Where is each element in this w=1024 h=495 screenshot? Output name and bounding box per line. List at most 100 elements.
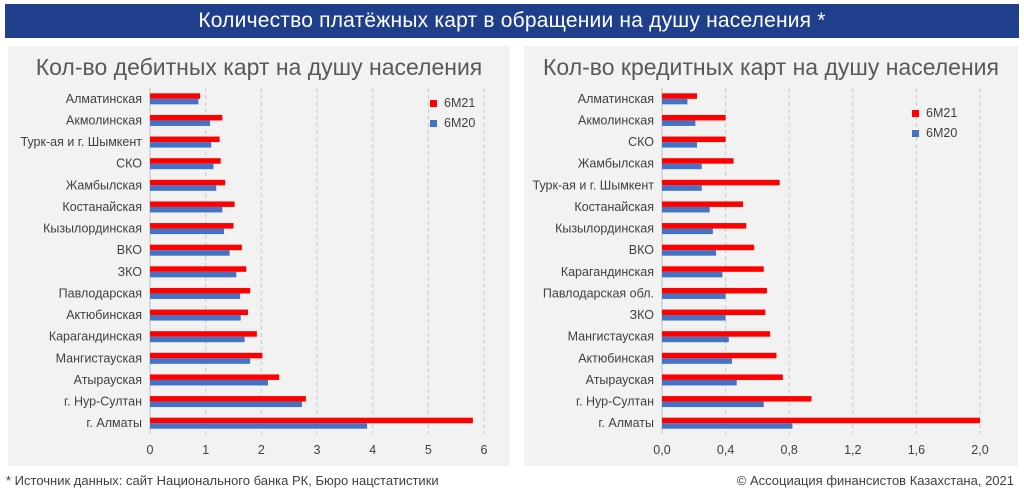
bar-6m20 — [662, 358, 732, 364]
x-tick-label: 6 — [481, 443, 488, 457]
bar-6m20 — [662, 142, 697, 148]
category-label: СКО — [116, 157, 142, 171]
category-label: Актюбинская — [66, 308, 142, 322]
bar-6m20 — [662, 228, 713, 235]
category-label: Акмолинская — [66, 113, 142, 127]
bar-6m21 — [150, 179, 226, 186]
bar-6m21 — [662, 352, 777, 359]
x-tick-label: 4 — [369, 443, 376, 457]
bar-6m21 — [662, 201, 744, 207]
legend-label: 6M20 — [444, 116, 475, 130]
category-label: Турк-ая и г. Шымкент — [533, 178, 655, 192]
debit-chart-svg: 0 1 2 3 4 5 6 Алматинская Акмолинская Турк-ая и г… — [21, 88, 488, 457]
page-title-banner: Количество платёжных карт в обращении на… — [5, 4, 1019, 38]
bar-6m21 — [150, 266, 247, 272]
bar-6m20 — [150, 423, 368, 429]
category-label: г. Нур-Султан — [64, 395, 142, 409]
bar-6m21 — [662, 114, 726, 121]
category-label: Атырауская — [586, 373, 654, 387]
category-label: Алматинская — [578, 92, 654, 106]
x-tick-label: 1,2 — [844, 443, 861, 457]
category-label: Актюбинская — [578, 351, 654, 365]
category-label: Мангистауская — [56, 351, 142, 365]
page-title: Количество платёжных карт в обращении на… — [198, 9, 826, 32]
bar-6m20 — [150, 336, 245, 343]
bar-6m21 — [662, 309, 766, 316]
copyright-note: © Ассоциация финансистов Казахстана, 202… — [736, 473, 1014, 488]
legend-label: 6M21 — [444, 96, 475, 110]
category-label: Павлодарская — [59, 286, 142, 300]
bar-6m21 — [662, 244, 755, 251]
bar-6m21 — [150, 417, 473, 424]
bar-6m20 — [662, 120, 696, 126]
bar-6m20 — [150, 379, 269, 386]
bar-6m21 — [662, 331, 771, 337]
bar-6m20 — [150, 228, 225, 235]
legend-label: 6M21 — [926, 106, 957, 120]
bar-6m21 — [662, 179, 780, 186]
bar-6m20 — [662, 98, 688, 105]
bar-6m20 — [662, 423, 793, 429]
bar-6m21 — [662, 287, 767, 294]
x-tick-label: 2 — [258, 443, 265, 457]
bar-6m21 — [150, 93, 201, 99]
bar-6m20 — [662, 271, 723, 278]
category-label: г. Алматы — [598, 416, 654, 430]
bar-6m21 — [662, 136, 726, 143]
bar-6m20 — [662, 293, 726, 299]
category-label: Костанайская — [574, 200, 654, 214]
bar-6m20 — [150, 120, 211, 126]
x-tick-label: 1,6 — [908, 443, 925, 457]
category-label: Костанайская — [62, 200, 142, 214]
category-label: Турк-ая и г. Шымкент — [21, 135, 143, 149]
category-label: Жамбылская — [66, 178, 142, 192]
category-label: Карагандинская — [561, 265, 654, 279]
category-label: г. Алматы — [86, 416, 142, 430]
bar-6m21 — [150, 244, 242, 251]
credit-chart-title: Кол-во кредитных карт на душу населения — [543, 54, 999, 80]
legend-swatch — [912, 130, 919, 137]
category-label: Атырауская — [74, 373, 142, 387]
bar-6m20 — [662, 250, 717, 256]
bar-6m21 — [662, 223, 747, 229]
bar-6m20 — [662, 206, 710, 213]
bar-6m21 — [150, 331, 257, 337]
bar-6m20 — [662, 163, 702, 170]
x-tick-label: 0 — [147, 443, 154, 457]
bar-6m21 — [150, 287, 251, 294]
legend-swatch — [430, 120, 437, 127]
debit-chart-title: Кол-во дебитных карт на душу населения — [35, 54, 483, 80]
bar-6m21 — [150, 223, 234, 229]
bar-6m20 — [662, 315, 726, 321]
legend-swatch — [430, 100, 437, 107]
bar-6m20 — [150, 206, 223, 213]
x-tick-label: 5 — [425, 443, 432, 457]
bar-6m20 — [150, 98, 199, 105]
x-tick-label: 0,8 — [781, 443, 798, 457]
bar-6m21 — [150, 396, 306, 402]
bar-6m21 — [150, 309, 248, 316]
category-label: СКО — [628, 135, 654, 149]
bar-6m21 — [662, 374, 783, 380]
category-label: Мангистауская — [568, 330, 654, 344]
category-label: Павлодарская обл. — [543, 286, 654, 300]
x-tick-label: 1 — [202, 443, 209, 457]
category-label: Кызылординская — [555, 222, 654, 236]
bar-6m21 — [662, 396, 812, 402]
legend-label: 6M20 — [926, 126, 957, 140]
category-label: Кызылординская — [43, 222, 142, 236]
credit-chart-svg: 0,0 0,4 0,8 1,2 1,6 2,0 Алматинская Акмолинская… — [533, 88, 989, 457]
bar-6m21 — [150, 201, 235, 207]
category-label: Жамбылская — [578, 157, 654, 171]
bar-6m20 — [150, 185, 217, 191]
bar-6m21 — [150, 136, 220, 143]
bar-6m20 — [150, 401, 302, 408]
x-tick-label: 3 — [314, 443, 321, 457]
category-label: ЗКО — [630, 308, 655, 322]
category-label: г. Нур-Султан — [576, 395, 654, 409]
x-tick-label: 0,0 — [653, 443, 670, 457]
category-label: ВКО — [629, 243, 654, 257]
bar-6m20 — [662, 379, 737, 386]
bar-6m21 — [150, 374, 280, 380]
bar-6m21 — [662, 93, 697, 99]
